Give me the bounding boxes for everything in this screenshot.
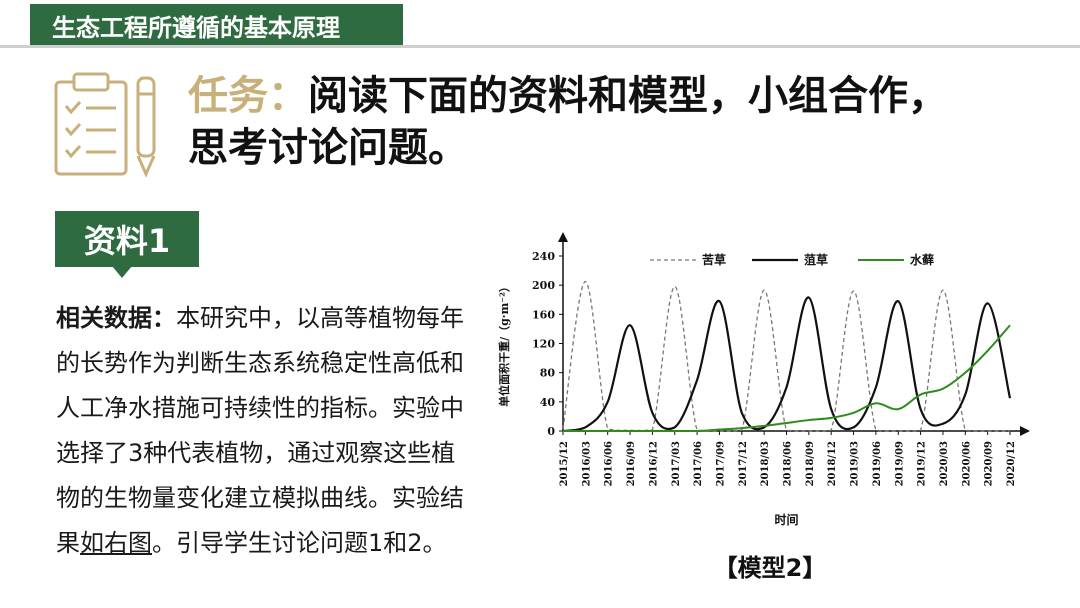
model-caption: 【模型2】 <box>713 554 827 582</box>
x-tick-label: 2016/03 <box>581 441 592 486</box>
x-tick-label: 2019/12 <box>917 441 928 486</box>
legend-label-1: 苦草 <box>702 252 726 267</box>
material-badge: 资料1 <box>55 211 199 267</box>
y-tick-label: 120 <box>532 338 555 351</box>
x-tick-label: 2020/06 <box>961 441 972 486</box>
material-lead: 相关数据： <box>56 304 176 332</box>
biomass-line-chart: 0 40 80 120 160 200 240 2015/12 2016/03 2016/06 20… <box>497 232 1030 527</box>
x-tick-label: 2017/06 <box>693 441 704 486</box>
x-tick-label: 2016/09 <box>626 441 637 486</box>
x-tick-label: 2017/09 <box>715 441 726 486</box>
section-title-tab: 生态工程所遵循的基本原理 <box>30 4 403 46</box>
y-axis-arrow <box>558 232 568 242</box>
figure-reference-link[interactable]: 如右图 <box>80 529 152 557</box>
material-badge-pointer <box>112 266 132 278</box>
y-tick-label: 40 <box>540 396 556 409</box>
task-heading: 任务：阅读下面的资料和模型，小组合作， 思考讨论问题。 <box>188 70 1058 174</box>
material-badge-label: 资料1 <box>83 222 171 260</box>
x-axis-label: 时间 <box>774 512 798 527</box>
section-title: 生态工程所遵循的基本原理 <box>52 13 340 42</box>
y-axis-label: 单位面积干重/（g·m⁻²） <box>497 281 511 407</box>
material-paragraph: 相关数据：本研究中，以高等植物每年的长势作为判断生态系统稳定性高低和人工净水措施… <box>56 296 476 566</box>
task-line-1: 阅读下面的资料和模型，小组合作， <box>308 73 948 119</box>
y-tick-label: 0 <box>547 425 555 438</box>
x-tick-label: 2019/09 <box>894 441 905 486</box>
checklist-pen-icon <box>54 72 156 178</box>
x-tick-label: 2016/06 <box>604 441 615 486</box>
task-line-2: 思考讨论问题。 <box>188 125 468 171</box>
y-tick-label: 80 <box>540 367 556 380</box>
task-prefix: 任务： <box>188 73 308 119</box>
series-line-1 <box>562 280 1010 432</box>
material-text-after-link: 。引导学生讨论问题1和2。 <box>152 529 447 557</box>
x-tick-label: 2017/03 <box>671 441 682 486</box>
y-tick-label: 160 <box>532 308 555 321</box>
series-line-3 <box>563 324 1011 432</box>
x-tick-label: 2020/09 <box>984 441 995 486</box>
header-divider <box>0 45 1080 48</box>
y-tick-label: 240 <box>532 250 555 263</box>
material-text-before-link: 本研究中，以高等植物每年的长势作为判断生态系统稳定性高低和人工净水措施可持续性的… <box>56 304 464 557</box>
x-tick-label: 2019/03 <box>850 441 861 486</box>
x-tick-label: 2017/12 <box>738 441 749 486</box>
legend-label-3: 水藓 <box>910 252 934 267</box>
x-tick-label: 2019/06 <box>872 441 883 486</box>
x-axis-arrow <box>1020 426 1030 436</box>
x-tick-label: 2018/06 <box>783 441 794 486</box>
series-line-2 <box>562 296 1012 433</box>
x-tick-label: 2015/12 <box>559 441 570 486</box>
y-tick-label: 200 <box>532 279 555 292</box>
x-tick-label: 2018/03 <box>760 441 771 486</box>
x-tick-label: 2020/12 <box>1006 441 1017 486</box>
x-tick-label: 2016/12 <box>648 441 659 486</box>
x-tick-label: 2018/09 <box>805 441 816 486</box>
legend-label-2: 菹草 <box>804 252 828 267</box>
x-tick-label: 2020/03 <box>939 441 950 486</box>
x-tick-label: 2018/12 <box>827 441 838 486</box>
